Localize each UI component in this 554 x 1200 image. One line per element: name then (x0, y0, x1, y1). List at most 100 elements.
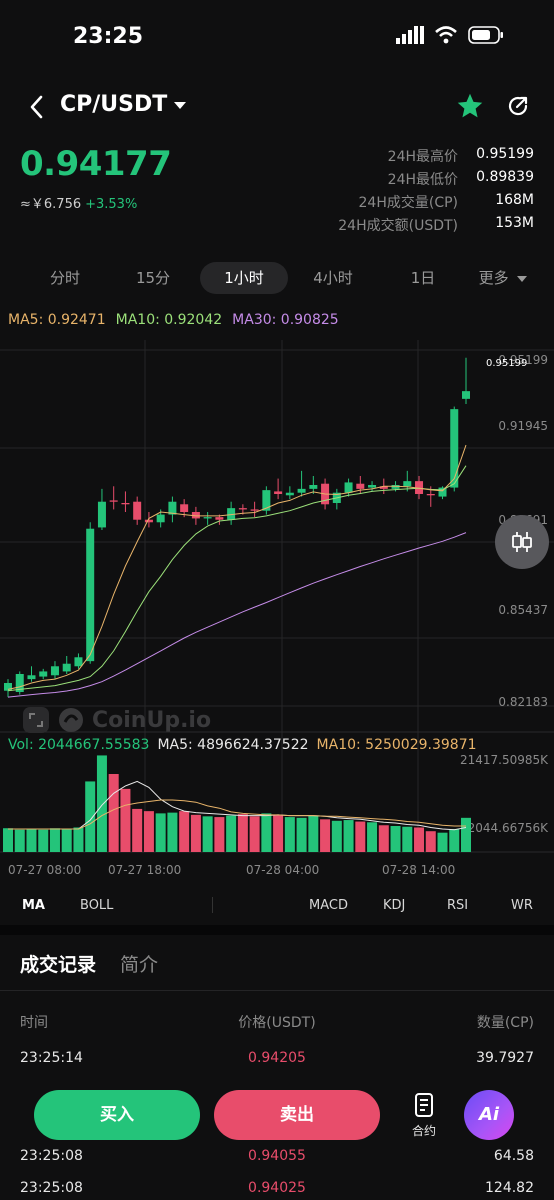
volume-bar (226, 815, 237, 852)
candle-style-button[interactable] (495, 515, 549, 569)
trade-price: 0.94205 (248, 1050, 306, 1066)
contract-button[interactable]: 合约 (404, 1092, 444, 1139)
stat-value: 153M (495, 215, 534, 231)
candle-body (15, 674, 24, 692)
indicator-separator (212, 897, 213, 913)
trade-qty: 64.58 (493, 1148, 534, 1164)
stat-row: 24H成交额(USDT) 153M (274, 215, 534, 238)
indicator-kdj[interactable]: KDJ (383, 898, 406, 913)
pair-dropdown-caret-icon[interactable] (174, 102, 186, 109)
stat-label: 24H最高价 (387, 149, 458, 165)
volume-ma10-line (8, 799, 466, 830)
candle-body (215, 517, 224, 520)
indicator-macd[interactable]: MACD (309, 898, 348, 913)
tab-interval-1h[interactable]: 1小时 (200, 262, 288, 294)
volume-bar (284, 817, 295, 852)
expand-chart-icon[interactable] (22, 706, 50, 734)
stat-row: 24H成交量(CP) 168M (274, 192, 534, 215)
ma10-line (7, 465, 467, 692)
candle-body (274, 491, 283, 494)
volume-bar (414, 827, 425, 852)
back-arrow-icon[interactable] (26, 94, 48, 120)
volume-bar (402, 826, 413, 852)
signal-icon (396, 26, 424, 44)
volume-bar (437, 832, 448, 852)
candle-body (450, 409, 459, 488)
stat-value: 168M (495, 192, 534, 208)
tab-interval-more[interactable]: 更多 (470, 262, 536, 294)
volume-bar (190, 814, 201, 852)
tab-interval-15m[interactable]: 15分 (135, 269, 171, 287)
candle-body (74, 657, 83, 667)
status-time: 23:25 (73, 24, 144, 49)
candle-body (403, 481, 412, 487)
candlestick-chart[interactable]: 0.951990.919450.886910.854370.821830.951… (0, 340, 554, 890)
ma-legend: MA5: 0.92471 MA10: 0.92042 MA30: 0.90825 (8, 312, 339, 328)
vol-ma5-label: MA5: 4896624.37522 (157, 737, 309, 753)
candle-body (62, 663, 71, 672)
volume-axis-label: 2044.66756K (468, 821, 550, 835)
section-divider (0, 925, 554, 935)
volume-bar (167, 812, 178, 852)
volume-bar (425, 831, 436, 852)
price-axis-label: 0.82183 (498, 695, 548, 709)
watermark: CoinUp.io (22, 706, 211, 734)
candle-body (438, 487, 447, 497)
candle-body (133, 501, 142, 520)
candle-body (297, 488, 306, 493)
sell-button[interactable]: 卖出 (214, 1090, 380, 1140)
header-price: 价格(USDT) (238, 1015, 316, 1031)
time-axis-label: 07-28 04:00 (246, 863, 319, 877)
volume-bar (308, 815, 319, 852)
ma30-label: MA30: 0.90825 (232, 312, 339, 328)
volume-axis-label: 21417.50985K (460, 753, 549, 767)
volume-bar (320, 819, 331, 852)
favorite-star-icon[interactable] (456, 92, 484, 120)
battery-icon (468, 26, 503, 44)
ai-assistant-button[interactable]: Ai (464, 1090, 514, 1140)
indicator-ma[interactable]: MA (22, 898, 45, 913)
candle-body (121, 503, 130, 505)
candle-body (4, 683, 12, 691)
wifi-icon (435, 26, 457, 44)
candle-body (285, 492, 294, 496)
tab-trade-records[interactable]: 成交记录 (20, 954, 97, 976)
candle-body (203, 517, 212, 519)
stat-value: 0.89839 (476, 169, 534, 185)
time-axis-label: 07-27 18:00 (108, 863, 181, 877)
tab-interval-4h[interactable]: 4小时 (313, 269, 353, 287)
trade-time: 23:25:08 (20, 1148, 83, 1164)
trade-tabs-divider (0, 990, 554, 991)
candle-body (27, 675, 36, 680)
pair-title[interactable]: CP/USDT (60, 92, 168, 117)
buy-button[interactable]: 买入 (34, 1090, 200, 1140)
volume-bar (296, 817, 307, 852)
contract-icon (415, 1093, 433, 1117)
candle-body (415, 481, 424, 494)
candle-body (156, 514, 165, 523)
candle-body (309, 485, 318, 489)
stat-row: 24H最低价 0.89839 (274, 169, 534, 192)
candle-body (86, 528, 95, 662)
indicator-boll[interactable]: BOLL (80, 898, 114, 913)
last-price: 0.94177 (20, 144, 172, 184)
current-price-tag: 0.95199 (486, 358, 527, 369)
volume-bar (143, 811, 154, 852)
share-icon[interactable] (506, 94, 530, 118)
price-change: +3.53% (85, 197, 138, 212)
vol-ma10-label: MA10: 5250029.39871 (316, 737, 477, 753)
header-qty: 数量(CP) (476, 1015, 534, 1031)
candle-body (238, 508, 247, 510)
tab-interval-time[interactable]: 分时 (49, 269, 80, 287)
indicator-rsi[interactable]: RSI (447, 898, 469, 913)
tab-interval-1d[interactable]: 1日 (410, 269, 436, 287)
volume-bar (214, 817, 225, 852)
ma10-label: MA10: 0.92042 (115, 312, 223, 328)
tab-intro[interactable]: 简介 (120, 954, 159, 976)
volume-legend: Vol: 2044667.55583 MA5: 4896624.37522 MA… (8, 737, 477, 753)
indicator-wr[interactable]: WR (511, 898, 533, 913)
cny-price: ≈￥6.756 (20, 197, 82, 212)
indicator-bar: MA BOLL MACD KDJ RSI WR (0, 888, 554, 922)
volume-bar (355, 821, 366, 852)
volume-bar (49, 828, 60, 852)
